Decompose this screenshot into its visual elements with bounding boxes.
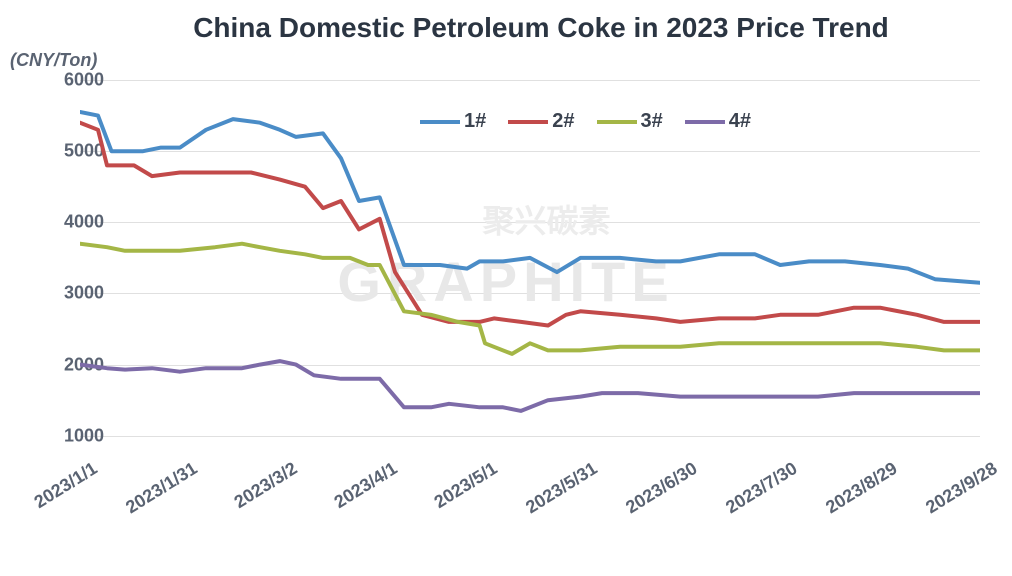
line-svg <box>80 80 980 450</box>
legend-swatch <box>597 120 637 124</box>
plot-area <box>80 80 980 450</box>
legend-swatch <box>420 120 460 124</box>
x-tick-label: 2023/4/1 <box>305 458 401 529</box>
series-line-4# <box>80 361 980 411</box>
x-tick-label: 2023/6/30 <box>605 458 701 529</box>
chart-title: China Domestic Petroleum Coke in 2023 Pr… <box>110 12 972 44</box>
legend-item-3#: 3# <box>597 110 663 133</box>
x-tick-label: 2023/9/28 <box>905 458 1001 529</box>
x-tick-label: 2023/3/2 <box>205 458 301 529</box>
legend-item-4#: 4# <box>685 110 751 133</box>
legend-label: 1# <box>464 110 486 133</box>
x-tick-label: 2023/1/1 <box>5 458 101 529</box>
x-tick-label: 2023/7/30 <box>705 458 801 529</box>
legend-swatch <box>685 120 725 124</box>
legend-item-1#: 1# <box>420 110 486 133</box>
legend: 1# 2# 3# 4# <box>420 110 751 133</box>
x-tick-label: 2023/5/1 <box>405 458 501 529</box>
legend-label: 4# <box>729 110 751 133</box>
legend-swatch <box>508 120 548 124</box>
y-axis-label: (CNY/Ton) <box>10 50 97 71</box>
series-line-1# <box>80 112 980 283</box>
legend-label: 3# <box>641 110 663 133</box>
legend-item-2#: 2# <box>508 110 574 133</box>
x-tick-label: 2023/5/31 <box>506 458 602 529</box>
x-tick-label: 2023/8/29 <box>805 458 901 529</box>
legend-label: 2# <box>552 110 574 133</box>
series-line-2# <box>80 123 980 326</box>
x-tick-label: 2023/1/31 <box>105 458 201 529</box>
chart-container: China Domestic Petroleum Coke in 2023 Pr… <box>0 0 1012 576</box>
